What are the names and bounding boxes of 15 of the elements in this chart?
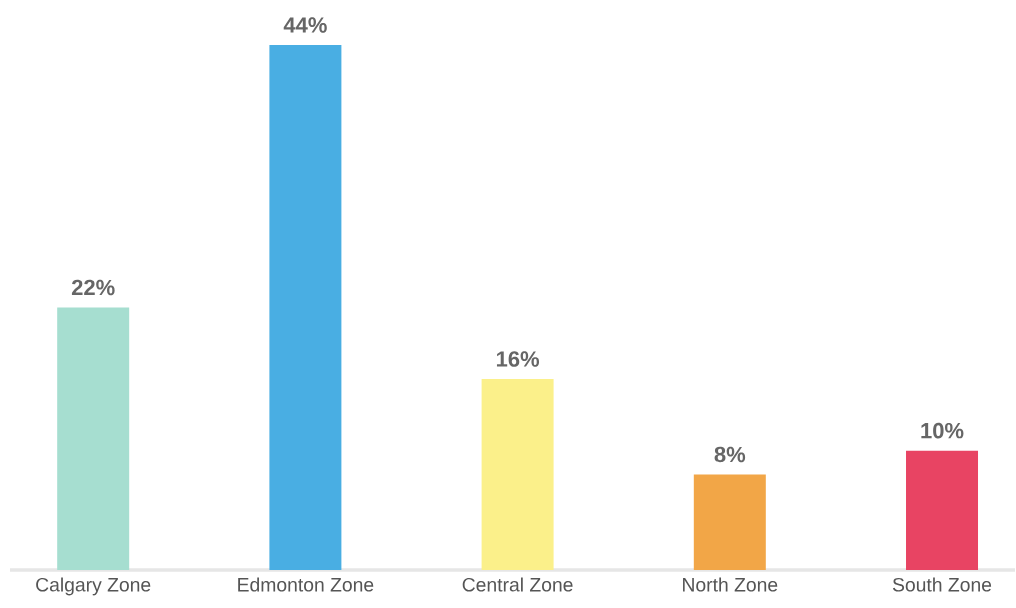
bar [269,45,342,570]
bar [906,450,979,570]
data-label: 8% [714,446,746,463]
x-tick-label: Edmonton Zone [238,577,374,592]
data-label: 10% [921,422,964,439]
bar [693,474,766,570]
x-tick-label: Calgary Zone [36,577,151,596]
bar [57,307,130,570]
data-label: 16% [496,351,540,367]
bar [481,379,554,570]
x-tick-label: North Zone [683,577,778,592]
data-label: 22% [71,279,115,296]
data-label: 44% [283,17,327,33]
x-tick-label: Central Zone [462,577,573,592]
x-tick-label: South Zone [892,577,992,592]
